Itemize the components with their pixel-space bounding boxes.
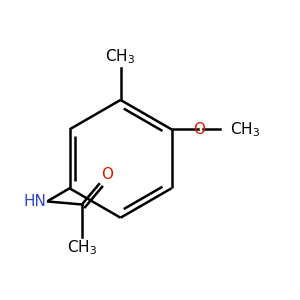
- Text: CH$_3$: CH$_3$: [67, 238, 97, 257]
- Text: HN: HN: [24, 194, 46, 209]
- Text: O: O: [101, 167, 113, 182]
- Text: CH$_3$: CH$_3$: [230, 120, 261, 139]
- Text: O: O: [194, 122, 206, 137]
- Text: CH$_3$: CH$_3$: [106, 47, 136, 66]
